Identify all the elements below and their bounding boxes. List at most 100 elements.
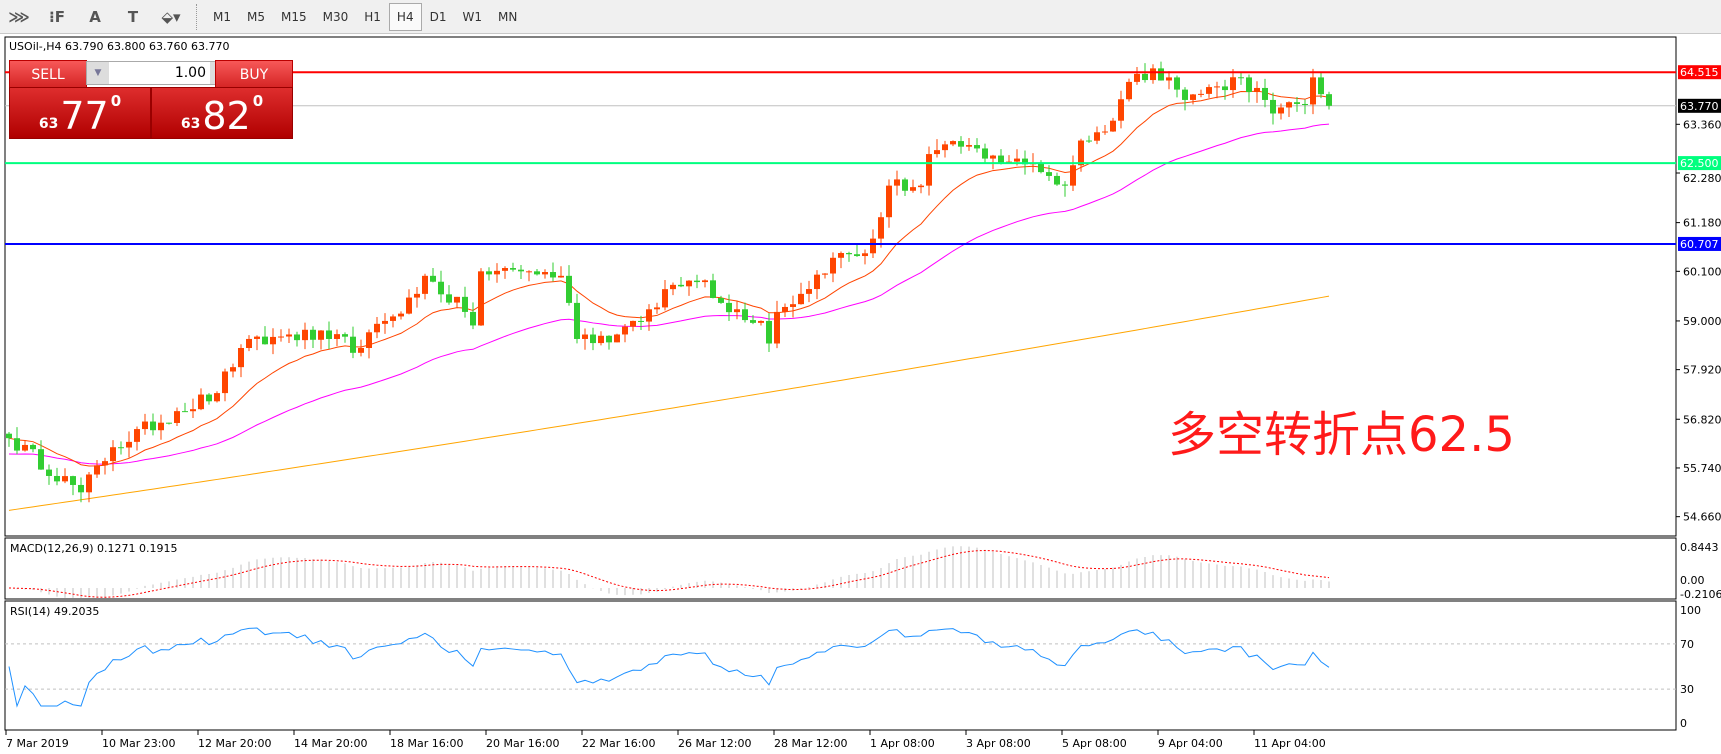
- timeframe-h1[interactable]: H1: [364, 9, 381, 24]
- sell-price[interactable]: 63 77 0: [9, 87, 151, 139]
- candle: [702, 279, 708, 288]
- candle: [782, 303, 788, 318]
- candle-body: [182, 411, 188, 413]
- candle: [590, 327, 596, 351]
- candle: [534, 269, 540, 276]
- candle: [1134, 66, 1140, 85]
- candle: [462, 286, 468, 318]
- candle: [22, 440, 28, 452]
- candle: [710, 273, 716, 299]
- candle: [550, 262, 556, 282]
- candle: [1086, 135, 1092, 144]
- time-label: 28 Mar 12:00: [774, 737, 847, 750]
- candle: [1062, 181, 1068, 197]
- time-label: 26 Mar 12:00: [678, 737, 751, 750]
- candle-body: [470, 311, 476, 326]
- candle: [30, 443, 36, 453]
- candle-body: [694, 280, 700, 283]
- candle: [1158, 61, 1164, 81]
- candle: [1278, 103, 1284, 120]
- lot-size-input[interactable]: 1.00: [174, 65, 206, 81]
- price-tick-label: 60.100: [1683, 265, 1721, 278]
- candle: [838, 251, 844, 269]
- candle-body: [574, 302, 580, 339]
- candle: [342, 332, 348, 343]
- candle: [638, 315, 644, 330]
- text-icon[interactable]: A: [89, 7, 101, 26]
- candle-body: [942, 144, 948, 151]
- candle: [918, 184, 924, 194]
- candle-body: [526, 271, 532, 273]
- candle-body: [1078, 140, 1084, 166]
- timeframe-d1[interactable]: D1: [429, 9, 447, 24]
- candle-body: [1054, 175, 1060, 185]
- time-label: 22 Mar 16:00: [582, 737, 655, 750]
- fibonacci-icon[interactable]: ⁝F: [49, 7, 65, 26]
- candle: [798, 282, 804, 305]
- text-label-icon[interactable]: T: [127, 7, 139, 26]
- candle-body: [894, 179, 900, 186]
- buy-button[interactable]: BUY: [215, 60, 293, 89]
- timeframe-w1[interactable]: W1: [462, 9, 482, 24]
- candle: [1222, 79, 1228, 100]
- candle: [822, 273, 828, 279]
- candle-body: [710, 280, 716, 298]
- candle: [1126, 78, 1132, 102]
- candle: [1094, 126, 1100, 145]
- candle-body: [230, 367, 236, 372]
- candle-body: [1262, 87, 1268, 100]
- candle: [62, 468, 68, 484]
- timeframe-h4[interactable]: H4: [388, 2, 422, 31]
- candle-body: [1118, 99, 1124, 121]
- candle-body: [206, 394, 212, 402]
- elliott-wave-icon[interactable]: ⋙: [8, 7, 30, 26]
- candle-body: [446, 294, 452, 303]
- rsi-tick-label: 100: [1680, 604, 1701, 617]
- candle-body: [838, 253, 844, 258]
- candle-body: [310, 329, 316, 340]
- candle-body: [918, 185, 924, 188]
- candle: [174, 407, 180, 426]
- candle-body: [374, 323, 380, 333]
- candle-body: [478, 271, 484, 326]
- candle: [390, 314, 396, 328]
- price-panel-frame: [4, 36, 1677, 537]
- candle-body: [1294, 102, 1300, 104]
- candle: [406, 289, 412, 315]
- timeframe-m30[interactable]: M30: [322, 9, 349, 24]
- candle: [318, 330, 324, 350]
- arrows-icon[interactable]: ⬙▾: [161, 7, 181, 26]
- timeframe-m5[interactable]: M5: [247, 9, 265, 24]
- timeframe-m15[interactable]: M15: [281, 9, 307, 24]
- candle-body: [510, 268, 516, 270]
- candle-body: [1134, 73, 1140, 82]
- candle-body: [670, 284, 676, 290]
- candle: [854, 243, 860, 257]
- candle-body: [1126, 81, 1132, 100]
- candle-body: [134, 429, 140, 442]
- chart-title: USOil-,H4 63.790 63.800 63.760 63.770: [9, 40, 230, 53]
- candle: [1326, 91, 1332, 110]
- candle: [974, 138, 980, 153]
- timeframe-mn[interactable]: MN: [497, 9, 518, 24]
- toolbar: ⋙ ⁝F A T ⬙▾ M1 M5 M15 M30 H1 H4 D1 W1 MN: [0, 0, 1721, 34]
- chart-canvas[interactable]: 63.360 62.280 61.180 60.100 59.000 57.920 56.8…: [0, 34, 1721, 754]
- candle-body: [166, 422, 172, 424]
- candle: [414, 287, 420, 308]
- candle-body: [678, 284, 684, 287]
- price-tick-label: 55.740: [1683, 462, 1721, 475]
- rsi-tick-label: 0: [1680, 717, 1687, 730]
- candle-body: [254, 336, 260, 339]
- candle: [774, 300, 780, 349]
- candle-body: [350, 336, 356, 353]
- candle: [190, 398, 196, 419]
- candle-body: [734, 309, 740, 313]
- lot-size-stepper[interactable]: ▼ 1.00 ▲: [86, 61, 233, 85]
- candle: [606, 335, 612, 350]
- candle-body: [30, 444, 36, 450]
- candle: [894, 170, 900, 196]
- sell-button[interactable]: SELL: [9, 60, 87, 89]
- timeframe-m1[interactable]: M1: [213, 9, 231, 24]
- buy-price[interactable]: 63 82 0: [151, 87, 293, 139]
- lot-decrease-icon[interactable]: ▼: [87, 62, 109, 84]
